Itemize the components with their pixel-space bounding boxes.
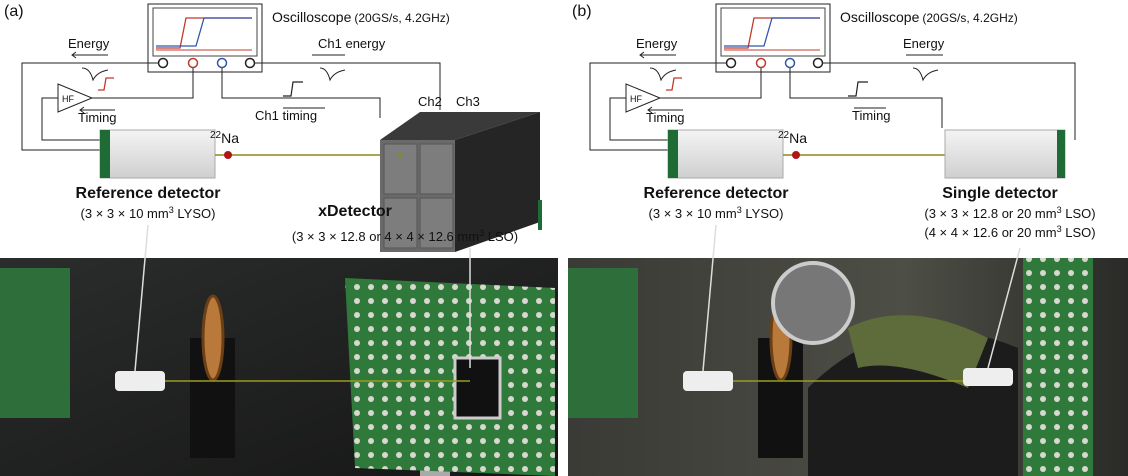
tile [420, 144, 453, 194]
oscilloscope-spec: (20GS/s, 4.2GHz) [354, 11, 449, 25]
spec-text: LSO) [1062, 206, 1096, 221]
oscilloscope-spec: (20GS/s, 4.2GHz) [922, 11, 1017, 25]
reference-crystal [100, 130, 215, 178]
panel-label: (a) [4, 3, 24, 20]
channel-input [246, 59, 255, 68]
detector-spec: (3 × 3 × 12.8 or 4 × 4 × 12.6 mm3 LSO) [292, 228, 518, 244]
detector-spec: (3 × 3 × 12.8 or 20 mm3 LSO) [924, 205, 1095, 221]
oscilloscope-name: Oscilloscope [272, 9, 352, 25]
spec-text: LSO) [1062, 225, 1096, 240]
pcb-left [568, 268, 638, 418]
panel-label: (b) [572, 3, 592, 20]
amplifier-label: HF [630, 94, 642, 104]
channel-input [757, 59, 766, 68]
detector-spec: (3 × 3 × 10 mm3 LYSO) [649, 205, 784, 221]
element: Na [789, 130, 807, 146]
spec-text: LYSO) [174, 206, 216, 221]
channel-input [727, 59, 736, 68]
channel-label: Ch3 [456, 94, 480, 109]
channel-input [218, 59, 227, 68]
figure: (a)Oscilloscope(20GS/s, 4.2GHz)HFEnergyT… [0, 0, 1128, 476]
superscript: 22 [210, 130, 222, 141]
reference-crystal [668, 130, 783, 178]
signal-label: Ch1 energy [318, 36, 386, 51]
tile [384, 144, 417, 194]
detector-spec: (3 × 3 × 10 mm3 LYSO) [81, 205, 216, 221]
pulse [666, 78, 682, 90]
reference-photo-crystal [115, 371, 165, 391]
pulse [98, 78, 114, 90]
pulse [650, 68, 676, 80]
xdetector-photo [455, 358, 500, 418]
signal-label: Energy [903, 36, 945, 51]
oscilloscope-name: Oscilloscope [840, 9, 920, 25]
source-disk [203, 296, 223, 380]
spec-text: (3 × 3 × 10 mm [81, 206, 169, 221]
spec-text: (3 × 3 × 12.8 or 4 × 4 × 12.6 mm [292, 229, 479, 244]
channel-input [814, 59, 823, 68]
detector-name: Single detector [942, 185, 1058, 202]
signal-label: Ch1 timing [255, 108, 317, 123]
sensor [668, 130, 678, 178]
channel-input [159, 59, 168, 68]
sensor [538, 200, 542, 230]
source [224, 151, 232, 159]
element: Na [221, 130, 239, 146]
signal-label: Energy [68, 36, 110, 51]
signal-label: Energy [636, 36, 678, 51]
pcb-right [1023, 258, 1093, 476]
signal-label: Timing [852, 108, 891, 123]
pulse [283, 82, 303, 96]
spec-text: (3 × 3 × 10 mm [649, 206, 737, 221]
entry-point [398, 153, 402, 157]
spec-text: (4 × 4 × 12.6 or 20 mm [924, 225, 1056, 240]
channel-label: Ch2 [418, 94, 442, 109]
single-crystal [945, 130, 1065, 178]
pulse [848, 82, 868, 96]
reference-photo-crystal [683, 371, 733, 391]
pcb-left [0, 268, 70, 418]
source [792, 151, 800, 159]
pcb-right [345, 278, 555, 476]
cable [255, 63, 440, 110]
screen [721, 8, 825, 56]
superscript: 22 [778, 130, 790, 141]
cable [823, 63, 1075, 140]
channel-input [189, 59, 198, 68]
amplifier-label: HF [62, 94, 74, 104]
oscilloscope-label: Oscilloscope(20GS/s, 4.2GHz) [272, 9, 450, 25]
channel-input [786, 59, 795, 68]
detector-name: Reference detector [76, 185, 221, 202]
sensor [1057, 130, 1065, 178]
detector-name: xDetector [318, 203, 392, 220]
spec-text: (3 × 3 × 12.8 or 20 mm [924, 206, 1056, 221]
lens [773, 263, 853, 343]
sensor [100, 130, 110, 178]
pulse [320, 68, 345, 80]
pulse [913, 68, 938, 80]
detector-spec: (4 × 4 × 12.6 or 20 mm3 LSO) [924, 224, 1095, 240]
screen [153, 8, 257, 56]
spec-text: LSO) [484, 229, 518, 244]
detector-name: Reference detector [644, 185, 789, 202]
spec-text: LYSO) [742, 206, 784, 221]
single-photo-crystal [963, 368, 1013, 386]
pulse [82, 68, 108, 80]
oscilloscope-label: Oscilloscope(20GS/s, 4.2GHz) [840, 9, 1018, 25]
